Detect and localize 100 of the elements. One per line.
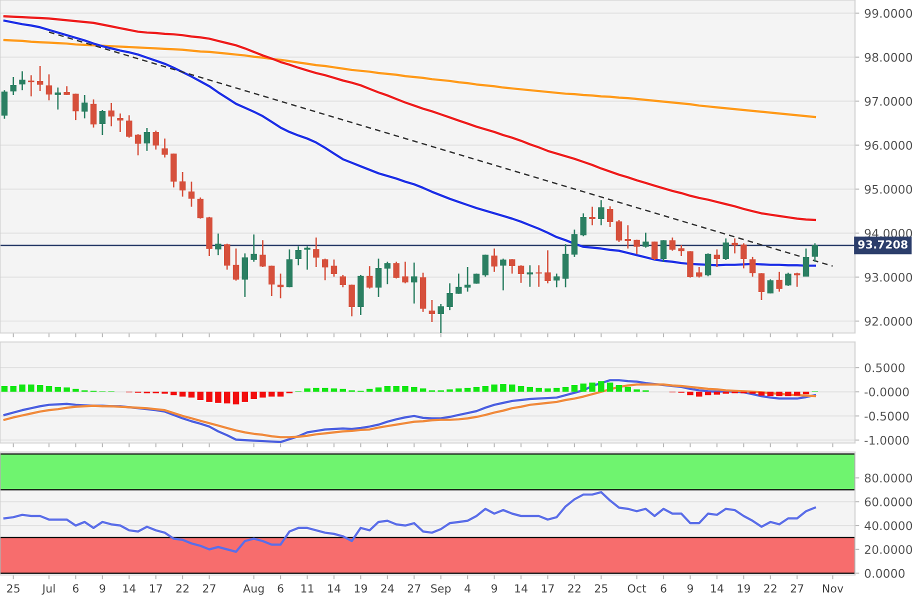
candlestick [606,206,614,228]
candlestick [393,261,400,280]
y-tick-label: 96.0000 [864,140,912,150]
candlestick [242,252,248,298]
candlestick [19,70,26,91]
bar [384,386,391,392]
bar [526,386,534,392]
x-tick-label: 24 [381,584,394,592]
bar [170,392,177,396]
bar [330,388,338,392]
x-tick-label: 22 [176,584,189,592]
candlestick [1,89,8,120]
bar [696,392,702,397]
bar [322,388,328,392]
candlestick [491,248,498,273]
candlestick [134,133,142,156]
bar [634,389,640,392]
candlestick [10,76,16,96]
candlestick [446,282,453,311]
bar [606,382,614,392]
bar [36,385,44,392]
bar [536,388,542,392]
y-tick-label: 0.5000 [864,363,905,372]
x-tick-label: 17 [150,584,162,592]
bar [598,381,604,392]
candlestick [464,266,471,292]
bar [456,388,462,392]
candlestick [36,65,44,92]
candlestick [313,236,320,268]
x-tick-label: 25 [7,584,20,593]
x-tick-label: 6 [278,584,284,593]
y-tick-label: 98.0000 [864,52,912,62]
y-tick-label: 60.0000 [864,497,912,506]
bar [1,386,8,392]
candlestick [722,238,729,261]
y-tick-label: 80.0000 [864,474,912,483]
candlestick [268,265,275,297]
x-tick-label: Oct [628,584,646,593]
bar [197,392,204,400]
candlestick [642,232,649,248]
candlestick [652,240,658,261]
candlestick [72,93,79,121]
candlestick [554,272,560,288]
candlestick [589,206,596,226]
x-tick-label: 14 [328,584,340,592]
bar [304,388,310,392]
candlestick [375,258,382,298]
candlestick [126,114,132,138]
candlestick [669,236,676,252]
bar [616,385,622,392]
candlestick [509,258,516,274]
candlestick [384,261,391,285]
candlestick [812,242,818,262]
candlestick [46,74,52,101]
candlestick [232,248,240,282]
bar [411,386,418,392]
candlestick [330,258,338,278]
x-tick-label: 9 [491,584,498,593]
candlestick [767,278,774,294]
bar [785,392,792,396]
candlestick [152,130,159,150]
candlestick [215,232,222,256]
bar [464,388,471,392]
x-tick-label: 11 [301,584,314,592]
candlestick [340,274,346,288]
bar [554,388,560,392]
candlestick [277,272,284,299]
candlestick [82,94,88,120]
candlestick [411,262,418,304]
bar [268,392,275,397]
candlestick [54,86,61,110]
bar [215,392,222,403]
bar [242,392,248,402]
candlestick [456,272,462,295]
y-tick-label: 95.0000 [864,184,912,194]
candlestick [598,199,604,226]
candlestick [732,238,738,254]
candlestick [758,272,765,301]
y-tick-label: 93.0000 [864,272,912,282]
x-tick-label: 17 [542,584,554,592]
candlestick [438,303,444,333]
candlestick [250,234,257,262]
candlestick [322,258,328,281]
bar [224,392,230,404]
candlestick [224,243,230,270]
bar [482,386,489,392]
candlestick [162,138,168,158]
x-tick-label: 27 [790,584,804,592]
candlestick [304,246,310,270]
candlestick [90,98,97,128]
x-tick-label: 14 [711,584,724,592]
bar [500,384,506,392]
bar [624,386,632,392]
bar [188,392,195,398]
candlestick [678,244,684,257]
candlestick [802,248,810,277]
bar [366,388,373,392]
ref-line-label: 93.7208 [858,240,908,249]
bar [54,386,62,392]
candlestick [785,272,792,287]
